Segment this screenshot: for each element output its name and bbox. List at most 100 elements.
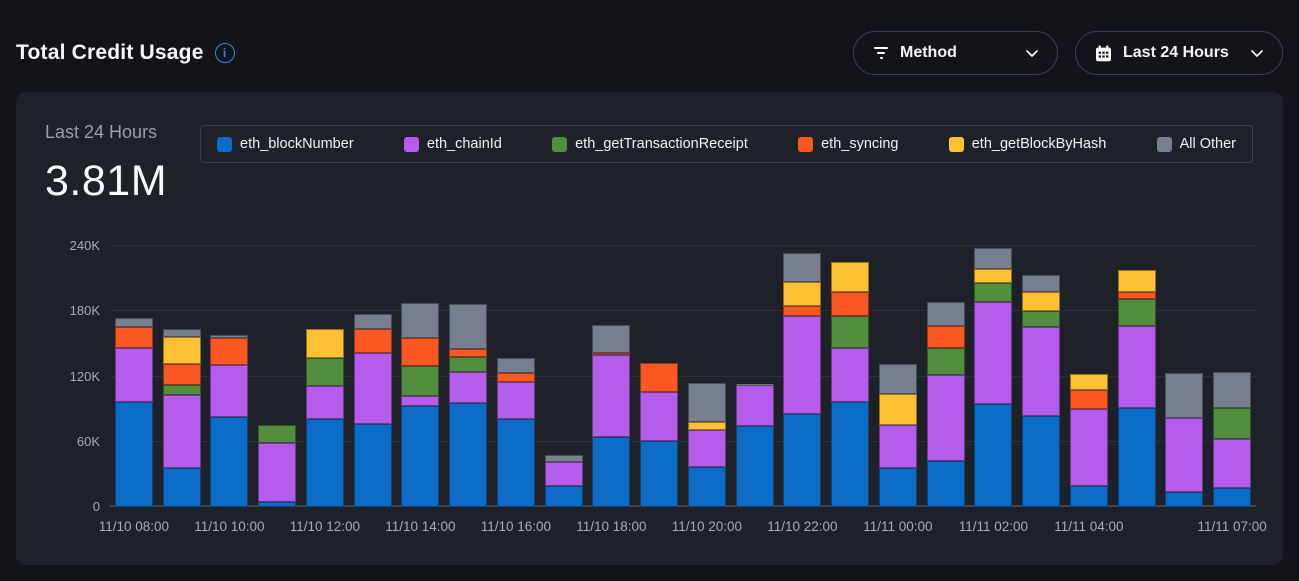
bar-segment[interactable] <box>305 329 344 359</box>
bar-segment[interactable] <box>258 425 297 443</box>
bar-segment[interactable] <box>114 348 153 403</box>
bar-segment[interactable] <box>974 301 1013 405</box>
bar-group[interactable] <box>305 246 344 507</box>
bar-segment[interactable] <box>305 386 344 420</box>
bar-segment[interactable] <box>878 394 917 426</box>
bar-segment[interactable] <box>544 486 583 507</box>
bar-segment[interactable] <box>1022 326 1061 416</box>
bar-segment[interactable] <box>1213 408 1252 440</box>
legend-item[interactable]: eth_blockNumber <box>217 136 354 152</box>
bar-segment[interactable] <box>401 405 440 507</box>
bar-segment[interactable] <box>258 502 297 507</box>
bar-segment[interactable] <box>258 442 297 503</box>
bar-segment[interactable] <box>353 424 392 507</box>
bar-segment[interactable] <box>974 282 1013 302</box>
bar-segment[interactable] <box>735 385 774 426</box>
bar-segment[interactable] <box>687 383 726 422</box>
legend-item[interactable]: eth_getBlockByHash <box>948 136 1106 152</box>
bar-segment[interactable] <box>401 396 440 406</box>
bar-segment[interactable] <box>735 384 774 386</box>
bar-segment[interactable] <box>735 425 774 507</box>
bar-segment[interactable] <box>926 326 965 349</box>
bar-segment[interactable] <box>926 348 965 375</box>
bar-group[interactable] <box>210 246 249 507</box>
bar-segment[interactable] <box>878 364 917 395</box>
bar-group[interactable] <box>1213 246 1252 507</box>
method-filter-button[interactable]: Method <box>853 31 1058 75</box>
bar-group[interactable] <box>258 246 297 507</box>
bar-segment[interactable] <box>687 430 726 467</box>
bar-segment[interactable] <box>1069 390 1108 410</box>
bar-segment[interactable] <box>162 468 201 507</box>
bar-segment[interactable] <box>210 416 249 507</box>
bar-segment[interactable] <box>974 248 1013 269</box>
bar-group[interactable] <box>783 246 822 507</box>
bar-segment[interactable] <box>783 316 822 415</box>
bar-segment[interactable] <box>640 391 679 441</box>
bar-segment[interactable] <box>831 347 870 403</box>
bar-segment[interactable] <box>496 381 535 420</box>
bar-segment[interactable] <box>592 353 631 356</box>
bar-segment[interactable] <box>1022 311 1061 327</box>
bar-group[interactable] <box>831 246 870 507</box>
bar-segment[interactable] <box>1117 407 1156 507</box>
bar-group[interactable] <box>735 246 774 507</box>
bar-segment[interactable] <box>353 314 392 330</box>
bar-segment[interactable] <box>1022 415 1061 507</box>
bar-segment[interactable] <box>210 335 249 339</box>
bar-group[interactable] <box>496 246 535 507</box>
bar-group[interactable] <box>687 246 726 507</box>
bar-segment[interactable] <box>353 329 392 353</box>
bar-segment[interactable] <box>449 356 488 372</box>
bar-segment[interactable] <box>496 419 535 507</box>
bar-segment[interactable] <box>210 365 249 417</box>
bar-segment[interactable] <box>974 404 1013 507</box>
bar-segment[interactable] <box>687 421 726 431</box>
bar-segment[interactable] <box>544 461 583 487</box>
bar-segment[interactable] <box>783 281 822 306</box>
bar-segment[interactable] <box>1165 373 1204 418</box>
bar-group[interactable] <box>974 246 1013 507</box>
bar-segment[interactable] <box>162 364 201 385</box>
bar-segment[interactable] <box>783 305 822 317</box>
bar-group[interactable] <box>544 246 583 507</box>
bar-segment[interactable] <box>831 402 870 507</box>
bar-segment[interactable] <box>831 316 870 348</box>
bar-group[interactable] <box>640 246 679 507</box>
bar-group[interactable] <box>162 246 201 507</box>
bar-segment[interactable] <box>114 326 153 349</box>
bar-segment[interactable] <box>449 403 488 507</box>
bar-segment[interactable] <box>449 304 488 350</box>
bar-segment[interactable] <box>1165 417 1204 492</box>
bar-segment[interactable] <box>592 325 631 354</box>
bar-group[interactable] <box>1022 246 1061 507</box>
bar-segment[interactable] <box>162 336 201 365</box>
bar-segment[interactable] <box>831 291 870 317</box>
bar-segment[interactable] <box>401 366 440 397</box>
bar-segment[interactable] <box>544 455 583 462</box>
bar-segment[interactable] <box>1213 488 1252 507</box>
bar-segment[interactable] <box>210 338 249 366</box>
bar-segment[interactable] <box>449 371 488 404</box>
bar-segment[interactable] <box>878 468 917 507</box>
bar-segment[interactable] <box>1069 374 1108 391</box>
legend-item[interactable]: eth_syncing <box>798 136 899 152</box>
bar-segment[interactable] <box>1117 292 1156 300</box>
bar-segment[interactable] <box>496 358 535 374</box>
bar-group[interactable] <box>592 246 631 507</box>
bar-group[interactable] <box>1165 246 1204 507</box>
bar-segment[interactable] <box>305 419 344 507</box>
bar-group[interactable] <box>449 246 488 507</box>
legend-item[interactable]: eth_chainId <box>403 136 502 152</box>
bar-segment[interactable] <box>1117 270 1156 293</box>
bar-segment[interactable] <box>1022 292 1061 312</box>
bar-segment[interactable] <box>496 373 535 382</box>
bar-segment[interactable] <box>162 384 201 395</box>
bar-segment[interactable] <box>1213 371 1252 409</box>
info-icon[interactable]: i <box>214 43 235 63</box>
bar-segment[interactable] <box>783 252 822 282</box>
bar-segment[interactable] <box>1117 299 1156 326</box>
bar-group[interactable] <box>401 246 440 507</box>
bar-segment[interactable] <box>114 318 153 327</box>
bar-segment[interactable] <box>401 303 440 338</box>
